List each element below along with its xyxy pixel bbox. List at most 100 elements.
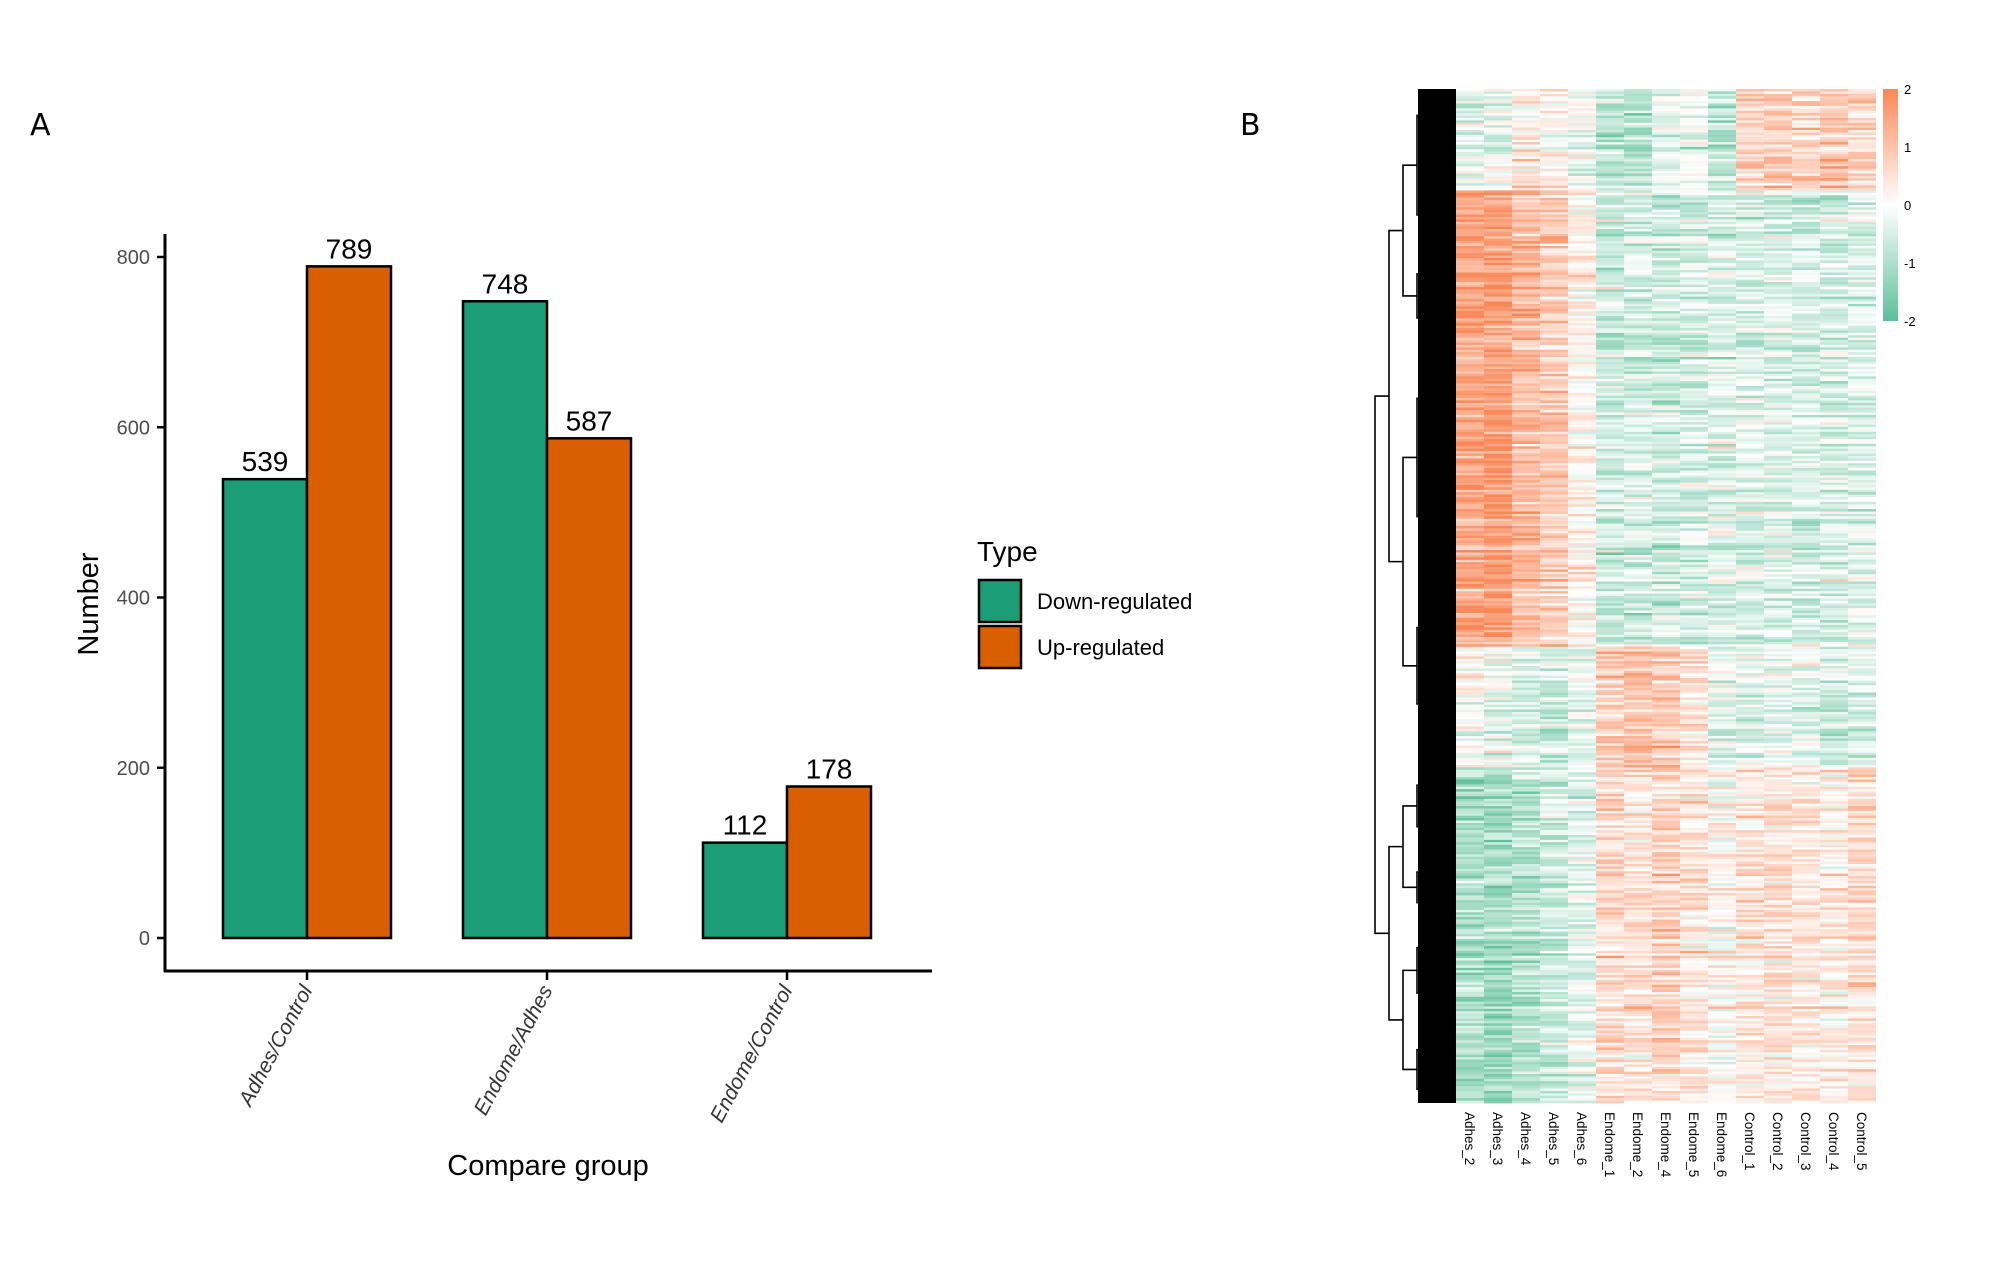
heatmap-cell [1820, 323, 1848, 326]
heatmap-cell [1708, 105, 1736, 109]
heatmap-cell [1680, 424, 1708, 428]
heatmap-cell [1680, 564, 1708, 568]
heatmap-cell [1792, 736, 1820, 739]
heatmap-cell [1680, 685, 1708, 689]
heatmap-cell [1820, 383, 1848, 387]
heatmap-cell [1708, 748, 1736, 751]
heatmap-cell [1736, 154, 1764, 157]
heatmap-cell [1568, 569, 1596, 573]
heatmap-cell [1484, 91, 1512, 95]
heatmap-cell [1792, 320, 1820, 324]
heatmap-cell [1764, 673, 1792, 677]
heatmap-cell [1456, 279, 1484, 283]
heatmap-cell [1792, 101, 1820, 104]
heatmap-cell [1596, 419, 1624, 423]
heatmap-cell [1596, 762, 1624, 766]
heatmap-cell [1624, 784, 1652, 788]
heatmap-cell [1680, 419, 1708, 423]
heatmap-cell [1652, 538, 1680, 541]
heatmap-cell [1596, 571, 1624, 575]
heatmap-cell [1624, 465, 1652, 469]
heatmap-cell [1652, 296, 1680, 300]
heatmap-cell [1456, 765, 1484, 768]
heatmap-cell [1848, 178, 1876, 182]
heatmap-cell [1708, 115, 1736, 119]
heatmap-cell [1708, 424, 1736, 428]
heatmap-cell [1736, 608, 1764, 611]
heatmap-cell [1456, 740, 1484, 744]
heatmap-cell [1652, 639, 1680, 643]
heatmap-cell [1680, 267, 1708, 271]
heatmap-cell [1624, 791, 1652, 795]
heatmap-cell [1820, 530, 1848, 534]
heatmap-cell [1736, 716, 1764, 720]
heatmap-cell [1540, 649, 1568, 652]
heatmap-cell [1680, 610, 1708, 614]
heatmap-cell [1792, 115, 1820, 119]
heatmap-cell [1568, 545, 1596, 549]
heatmap-cell [1680, 231, 1708, 235]
heatmap-cell [1792, 615, 1820, 619]
heatmap-cell [1680, 680, 1708, 684]
heatmap-cell [1848, 294, 1876, 298]
heatmap-cell [1540, 610, 1568, 614]
heatmap-cell [1456, 342, 1484, 346]
heatmap-cell [1652, 233, 1680, 237]
heatmap-cell [1764, 313, 1792, 317]
heatmap-cell [1596, 93, 1624, 97]
heatmap-cell [1568, 110, 1596, 114]
heatmap-cell [1596, 605, 1624, 609]
heatmap-cell [1596, 453, 1624, 457]
heatmap-cell [1680, 499, 1708, 503]
heatmap-cell [1848, 204, 1876, 208]
heatmap-cell [1512, 340, 1540, 343]
heatmap-cell [1512, 697, 1540, 701]
heatmap-cell [1820, 441, 1848, 445]
heatmap-cell [1680, 738, 1708, 742]
heatmap-cell [1484, 750, 1512, 754]
heatmap-cell [1512, 197, 1540, 201]
heatmap-cell [1596, 175, 1624, 179]
heatmap-cell [1652, 492, 1680, 495]
heatmap-cell [1540, 342, 1568, 346]
heatmap-cell [1820, 393, 1848, 397]
heatmap-cell [1540, 690, 1568, 693]
heatmap-cell [1848, 190, 1876, 194]
heatmap-cell [1624, 468, 1652, 471]
heatmap-cell [1652, 443, 1680, 447]
heatmap-cell [1764, 513, 1792, 517]
heatmap-cell [1484, 286, 1512, 290]
heatmap-cell [1596, 110, 1624, 114]
heatmap-cell [1792, 323, 1820, 326]
heatmap-cell [1568, 299, 1596, 302]
heatmap-cell [1736, 443, 1764, 447]
heatmap-cell [1652, 564, 1680, 568]
heatmap-cell [1848, 639, 1876, 643]
heatmap-cell [1764, 453, 1792, 457]
heatmap-cell [1596, 798, 1624, 802]
heatmap-cell [1540, 320, 1568, 324]
heatmap-cell [1792, 482, 1820, 486]
heatmap-cell [1820, 313, 1848, 317]
heatmap-cell [1792, 567, 1820, 570]
heatmap-cell [1568, 504, 1596, 508]
heatmap-cell [1848, 166, 1876, 170]
heatmap-cell [1484, 736, 1512, 739]
heatmap-cell [1792, 605, 1820, 609]
heatmap-cell [1848, 149, 1876, 153]
heatmap-cell [1820, 663, 1848, 667]
heatmap-cell [1652, 552, 1680, 556]
heatmap-cell [1820, 743, 1848, 747]
heatmap-cell [1792, 624, 1820, 628]
heatmap-cell [1484, 550, 1512, 553]
heatmap-cell [1764, 171, 1792, 174]
heatmap-cell [1792, 545, 1820, 549]
heatmap-cell [1568, 627, 1596, 631]
heatmap-cell [1652, 446, 1680, 450]
heatmap-cell [1708, 716, 1736, 720]
heatmap-cell [1512, 378, 1540, 382]
heatmap-cell [1736, 258, 1764, 261]
heatmap-cell [1540, 767, 1568, 771]
heatmap-cell [1540, 540, 1568, 544]
heatmap-cell [1792, 204, 1820, 208]
